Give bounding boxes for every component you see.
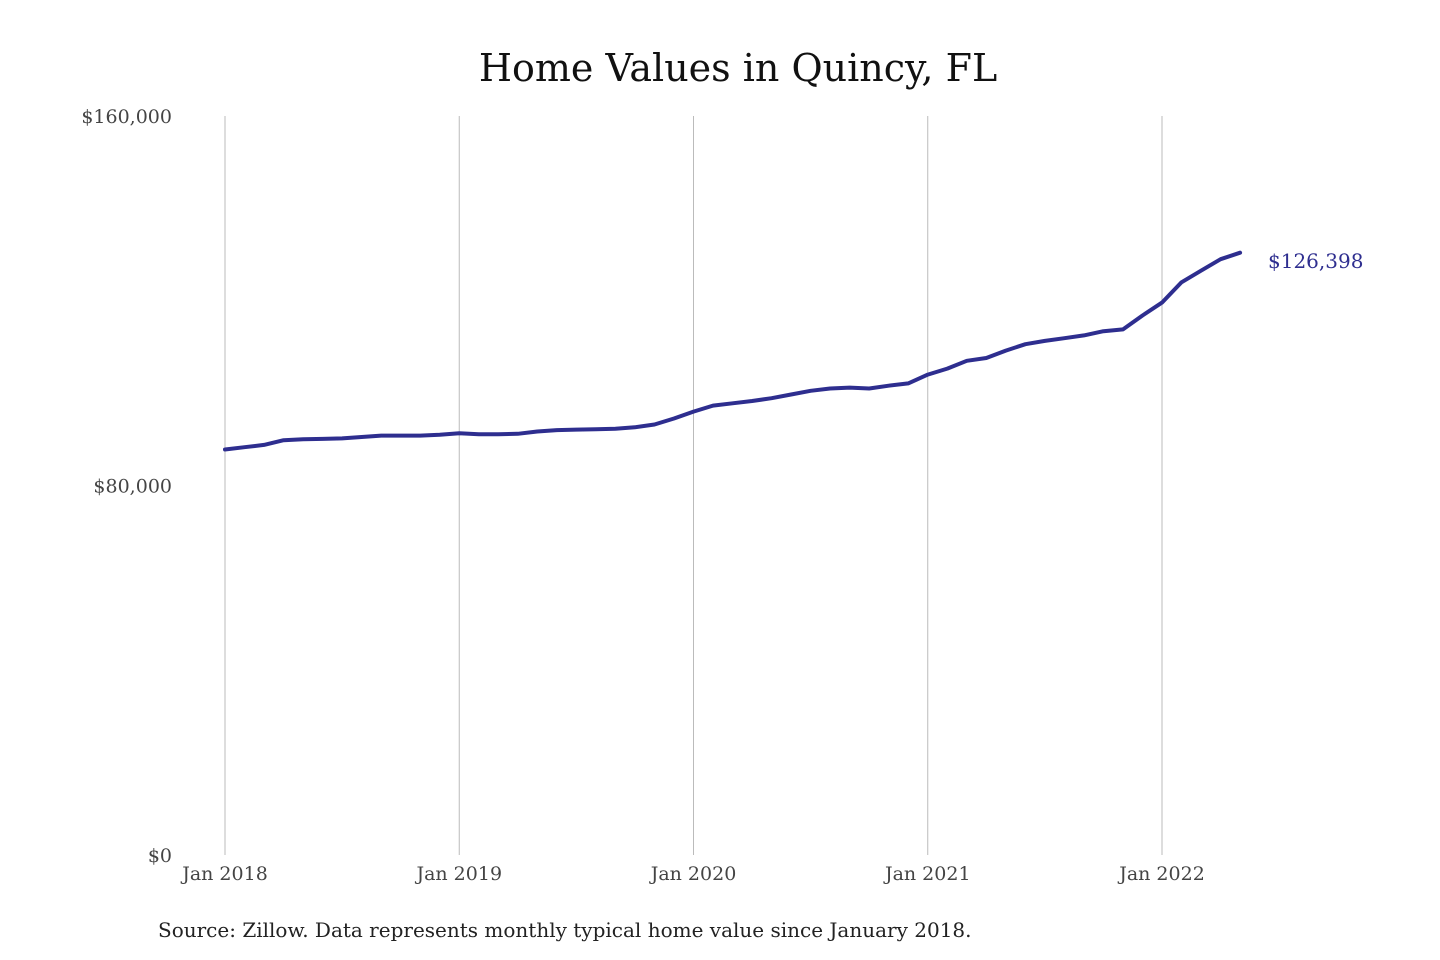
x-tick-label: Jan 2020 — [649, 863, 737, 885]
series-layer — [223, 250, 1243, 452]
x-axis-tick-labels: Jan 2018 Jan 2019 Jan 2020 Jan 2021 Jan 2022 — [180, 863, 1205, 885]
y-tick-label: $160,000 — [81, 106, 172, 128]
x-tick-label: Jan 2019 — [414, 863, 502, 885]
series-line-0 — [223, 250, 1243, 452]
x-tick-label: Jan 2018 — [180, 863, 268, 885]
end-value-label: $126,398 — [1268, 249, 1363, 273]
y-tick-label: $80,000 — [93, 476, 172, 498]
vertical-gridlines — [224, 116, 1163, 855]
x-tick-label: Jan 2022 — [1117, 863, 1205, 885]
source-note: Source: Zillow. Data represents monthly … — [158, 918, 972, 942]
y-axis-tick-labels: $160,000 $80,000 $0 — [81, 106, 172, 867]
y-tick-label: $0 — [148, 845, 172, 867]
x-tick-label: Jan 2021 — [883, 863, 971, 885]
chart-title: Home Values in Quincy, FL — [479, 46, 997, 90]
